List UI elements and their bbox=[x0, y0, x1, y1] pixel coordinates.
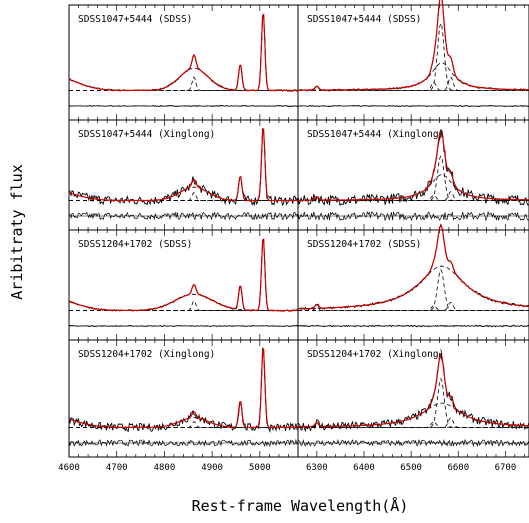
component-line bbox=[69, 64, 298, 91]
component-line bbox=[69, 286, 298, 311]
x-tick-label: 4700 bbox=[106, 463, 128, 473]
panel-label: SDSS1204+1702 (SDSS) bbox=[78, 239, 192, 250]
x-tick-label: 5000 bbox=[249, 463, 271, 473]
x-tick-label: 4600 bbox=[58, 463, 80, 473]
spectrum-data-line bbox=[297, 129, 529, 207]
panel-frame bbox=[297, 339, 529, 458]
panel-5: SDSS1204+1702 (SDSS) bbox=[297, 223, 529, 341]
component-line bbox=[298, 155, 529, 201]
component-line bbox=[298, 268, 529, 311]
panel-label: SDSS1204+1702 (SDSS) bbox=[307, 239, 421, 250]
model-fit-line bbox=[68, 238, 298, 312]
model-fit-line bbox=[298, 0, 529, 91]
model-fit-line bbox=[298, 128, 529, 201]
model-fit-line bbox=[298, 353, 529, 428]
residual-line bbox=[69, 211, 299, 221]
residual-line bbox=[68, 104, 298, 108]
x-tick-label: 4800 bbox=[154, 463, 176, 473]
x-tick-label: 6300 bbox=[306, 463, 328, 473]
panel-label: SDSS1047+5444 (SDSS) bbox=[78, 14, 192, 25]
residual-line bbox=[297, 104, 529, 108]
component-line bbox=[69, 67, 298, 91]
model-fit-line bbox=[68, 347, 298, 428]
panel-label: SDSS1204+1702 (Xinglong) bbox=[307, 349, 444, 360]
panel-7: SDSS1204+1702 (Xinglong) bbox=[297, 339, 529, 458]
spectrum-data-line bbox=[297, 223, 529, 311]
model-fit-line bbox=[68, 128, 298, 202]
component-line bbox=[69, 401, 298, 428]
residual-line bbox=[297, 324, 529, 328]
panels-group: SDSS1047+5444 (SDSS) SDSS1047+5444 (SDSS)… bbox=[58, 0, 529, 473]
panel-4: SDSS1204+1702 (SDSS) bbox=[68, 229, 299, 341]
residual-line bbox=[68, 438, 299, 448]
component-line bbox=[68, 78, 298, 91]
model-fit-line bbox=[297, 224, 529, 310]
x-axis-title: Rest-frame Wavelength(Å) bbox=[192, 496, 409, 515]
panel-0: SDSS1047+5444 (SDSS) bbox=[68, 4, 299, 121]
residual-line bbox=[297, 438, 529, 448]
panel-2: SDSS1047+5444 (Xinglong) bbox=[68, 119, 299, 231]
panel-label: SDSS1047+5444 (SDSS) bbox=[307, 14, 421, 25]
spectrum-data-line bbox=[297, 352, 529, 433]
x-tick-label: 6700 bbox=[495, 463, 517, 473]
panel-3: SDSS1047+5444 (Xinglong) bbox=[297, 119, 529, 231]
panel-label: SDSS1204+1702 (Xinglong) bbox=[78, 349, 215, 360]
x-tick-label: 6400 bbox=[353, 463, 375, 473]
model-fit-line bbox=[68, 13, 298, 91]
component-line bbox=[298, 302, 529, 311]
panel-6: SDSS1204+1702 (Xinglong) bbox=[68, 339, 299, 458]
component-line bbox=[298, 417, 529, 428]
x-tick-label: 4900 bbox=[201, 463, 223, 473]
component-line bbox=[298, 377, 529, 428]
component-line bbox=[69, 76, 298, 91]
y-axis-title: Aribitraty flux bbox=[8, 164, 26, 299]
panel-label: SDSS1047+5444 (Xinglong) bbox=[78, 129, 215, 140]
residual-line bbox=[68, 324, 299, 328]
residual-line bbox=[297, 210, 529, 222]
panel-label: SDSS1047+5444 (Xinglong) bbox=[307, 129, 444, 140]
x-tick-label: 6600 bbox=[447, 463, 469, 473]
x-tick-label: 6500 bbox=[400, 463, 422, 473]
component-line bbox=[69, 186, 298, 201]
component-line bbox=[298, 22, 529, 91]
panel-1: SDSS1047+5444 (SDSS) bbox=[297, 0, 529, 121]
